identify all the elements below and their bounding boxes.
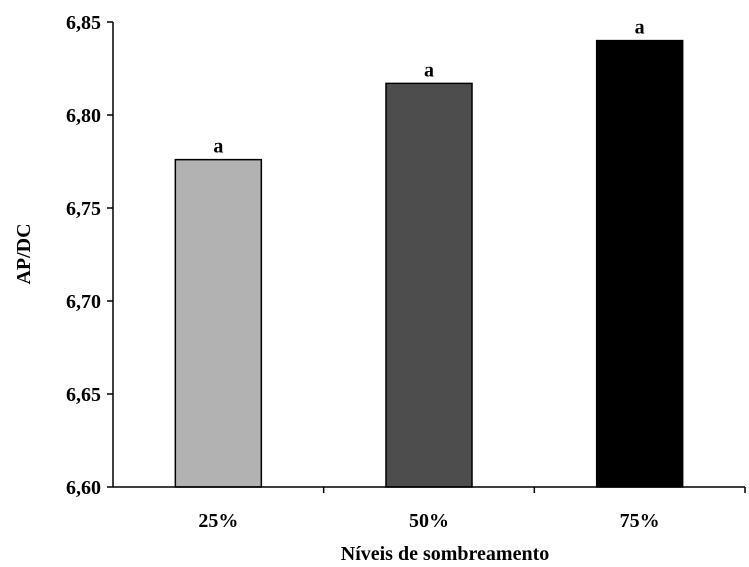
y-tick-label: 6,85 — [66, 12, 101, 34]
x-tick-label: 25% — [198, 510, 238, 532]
y-tick-label: 6,75 — [66, 198, 101, 220]
bar-data-label: a — [424, 59, 434, 81]
x-tick-label: 75% — [620, 510, 660, 532]
bar-data-labels: a a a — [213, 17, 644, 158]
y-tick-label: 6,80 — [66, 105, 101, 127]
y-tick-label: 6,60 — [66, 477, 101, 499]
x-tick-label: 50% — [409, 510, 449, 532]
x-axis-labels: 25% 50% 75% — [198, 487, 746, 532]
y-axis-title: AP/DC — [13, 223, 35, 284]
bar — [595, 39, 684, 488]
bar — [385, 82, 473, 488]
bar-data-label: a — [213, 136, 223, 158]
y-tick-label: 6,65 — [66, 384, 101, 406]
bar — [174, 158, 263, 488]
y-axis-ticks: 6,60 6,65 6,70 6,75 6,80 6,85 — [66, 12, 113, 499]
x-axis-title: Níveis de sombreamento — [341, 543, 550, 565]
y-tick-label: 6,70 — [66, 291, 101, 313]
bars — [174, 39, 684, 488]
bar-data-label: a — [635, 17, 645, 39]
